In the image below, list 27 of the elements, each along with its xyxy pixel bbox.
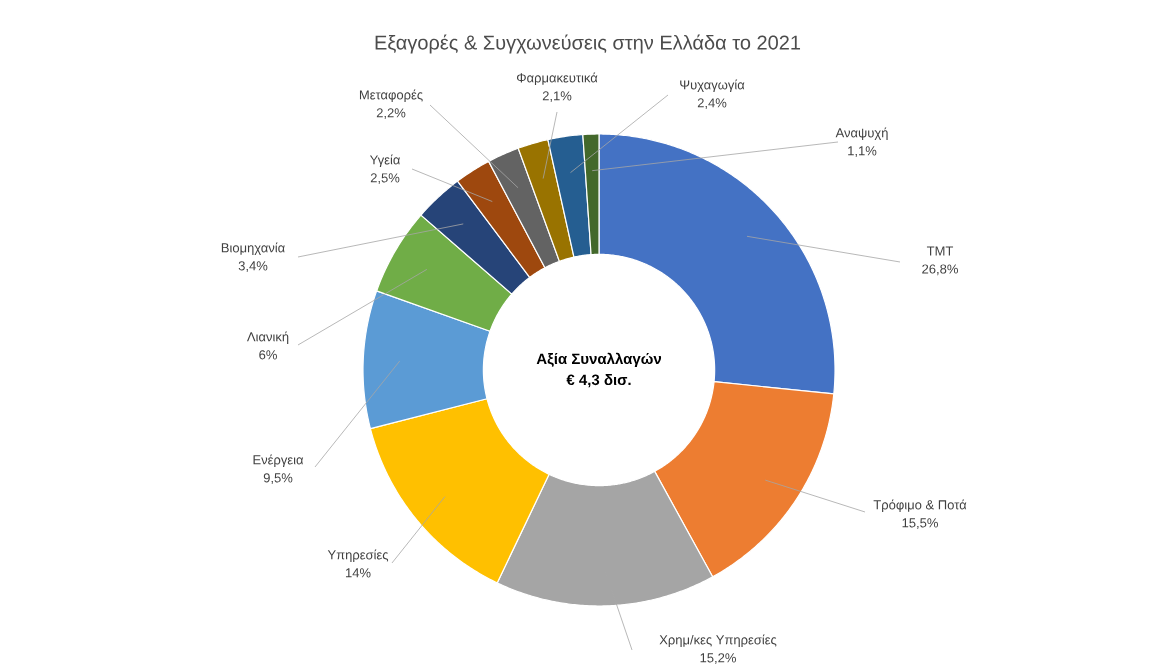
slice-label: Φαρμακευτικά [516,72,598,86]
data-label: 14% [345,568,371,578]
chart-title: Εξαγορές & Συγχωνεύσεις στην Ελλάδα το 2021 [375,34,801,54]
slice-label: Υγεία [369,154,401,168]
slice-label: TMT [926,246,954,256]
data-label: 3,4% [238,261,268,272]
slice-label: Ψυχαγωγία [680,79,745,93]
data-label: 6% [259,350,277,360]
slice-label: Μεταφορές [359,89,423,103]
slice-label: Αναψυχή [835,127,888,141]
slice-label: Λιανική [246,331,289,345]
data-label: 2,1% [542,91,572,102]
data-label: 2,2% [376,108,406,119]
slice-label: Βιομηχανία [221,242,285,256]
data-label: 26,8% [922,264,958,276]
slice-label: Ενέργεια [253,454,304,468]
text: € 4,3 δισ. [566,374,631,388]
text: Αξία Συναλλαγών [536,352,662,368]
data-label: 15,5% [902,518,938,529]
data-label: 2,5% [370,173,400,184]
data-label: 1,1% [848,146,877,157]
data-label: 15,2% [700,653,736,664]
slice-label: Υπηρεσίες [327,549,389,563]
slice-label: Χρημ/κες Υπηρεσίες [659,634,777,648]
data-label: 9,5% [263,473,293,484]
data-label: 2,4% [697,98,727,109]
slice-label: Τρόφιμο & Ποτά [873,499,967,513]
